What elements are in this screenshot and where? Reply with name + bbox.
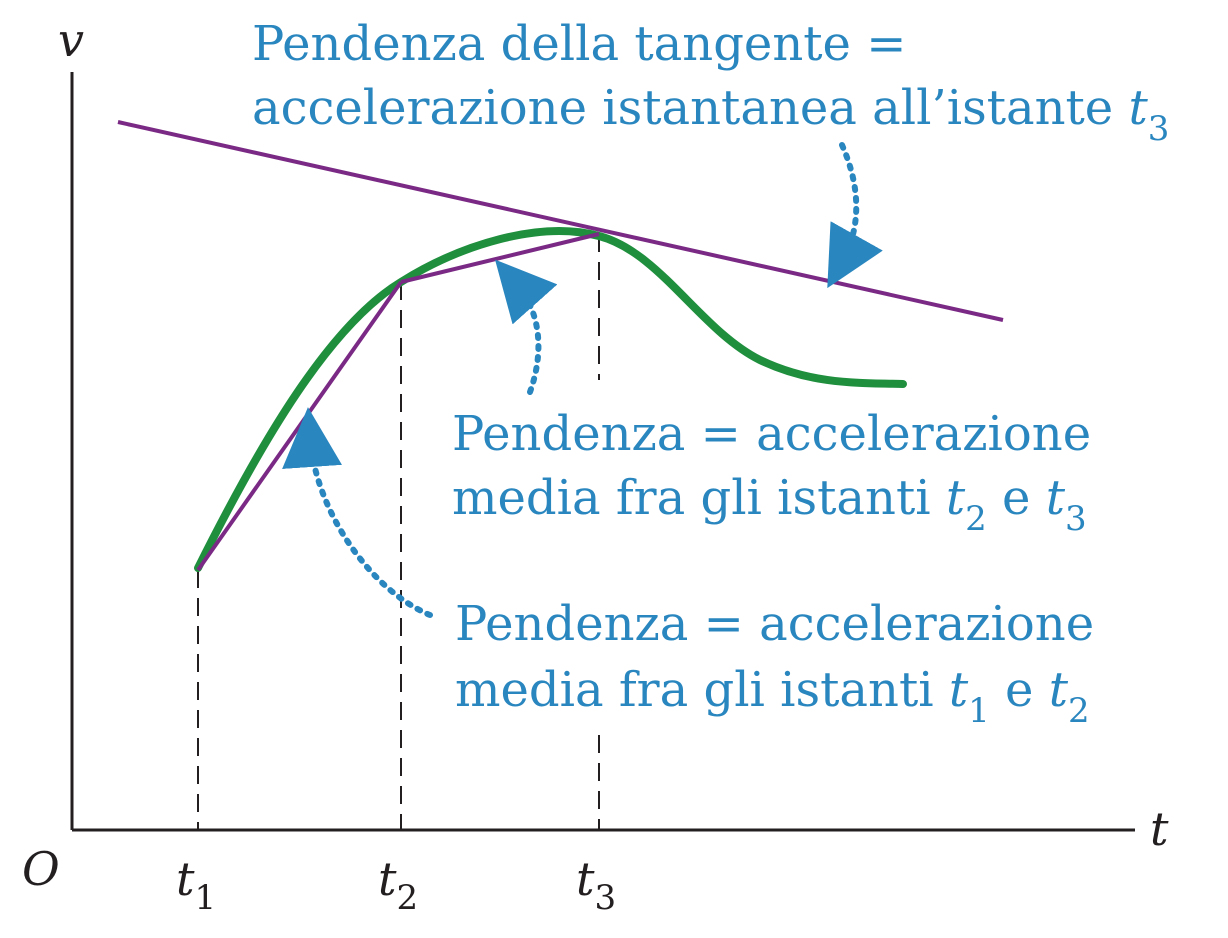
tick-label-t3: t3 (576, 852, 616, 918)
arrow-avg-12 (310, 437, 430, 615)
arrow-tangent (842, 145, 856, 262)
arrow-avg-23 (515, 282, 538, 392)
annotation-avg-12-line2: media fra gli istanti t1 e t2 (455, 662, 1090, 731)
tick-label-t2: t2 (378, 852, 418, 918)
annotation-avg-23: Pendenza = accelerazione media fra gli i… (452, 406, 1091, 539)
annotation-tangent-line2: accelerazione istantanea all’istante t3 (252, 80, 1169, 149)
annotation-tangent-line1: Pendenza della tangente = (252, 16, 906, 72)
tick-label-t1: t1 (176, 852, 216, 918)
annotation-avg-12-line1: Pendenza = accelerazione (455, 596, 1094, 652)
annotation-avg-12: Pendenza = accelerazione media fra gli i… (455, 596, 1094, 731)
x-axis-label: t (1150, 802, 1169, 856)
annotation-avg-23-line2: media fra gli istanti t2 e t3 (452, 470, 1087, 539)
annotation-avg-23-line1: Pendenza = accelerazione (452, 406, 1091, 462)
secant-t1-t2 (198, 282, 401, 570)
origin-label: O (22, 842, 60, 896)
tangent-line (118, 122, 1003, 320)
annotation-tangent: Pendenza della tangente = accelerazione … (252, 16, 1169, 149)
y-axis-label: v (58, 13, 84, 67)
